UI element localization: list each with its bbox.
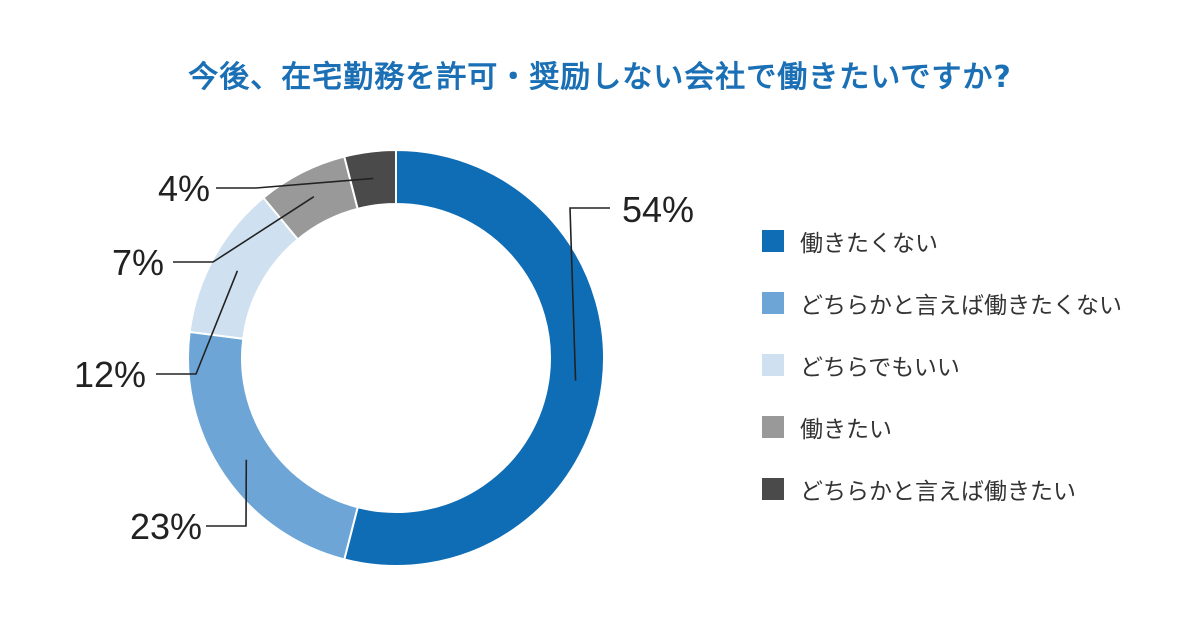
legend-swatch [762,292,784,314]
data-label: 23% [130,506,202,547]
leader-line [569,207,610,381]
data-label: 54% [622,189,694,230]
legend-label: どちらかと言えば働きたい [800,479,1076,505]
legend-label: どちらかと言えば働きたくない [800,293,1122,319]
legend-item: どちらでもいい [762,334,1122,396]
leader-line [216,177,374,189]
legend-swatch [762,354,784,376]
leader-line [206,459,248,527]
legend-item: どちらかと言えば働きたい [762,458,1122,520]
data-label: 4% [158,168,210,209]
legend-label: 働きたい [800,417,892,443]
legend-item: 働きたくない [762,210,1122,272]
data-label: 12% [74,354,146,395]
legend: 働きたくないどちらかと言えば働きたくない どちらでもいい 働きたいどちらかと言えば働… [762,210,1122,520]
legend-label: どちらでもいい [800,355,960,381]
leader-line [156,270,239,375]
legend-item: どちらかと言えば働きたくない [762,272,1122,334]
legend-swatch [762,478,784,500]
legend-item: 働きたい [762,396,1122,458]
legend-swatch [762,416,784,438]
legend-label: 働きたくない [800,231,938,257]
data-label: 7% [112,242,164,283]
leader-line [173,196,315,263]
legend-swatch [762,230,784,252]
donut-slice [343,148,605,567]
chart-title: 今後、在宅勤務を許可・奨励しない会社で働きたいですか? [188,60,1012,95]
